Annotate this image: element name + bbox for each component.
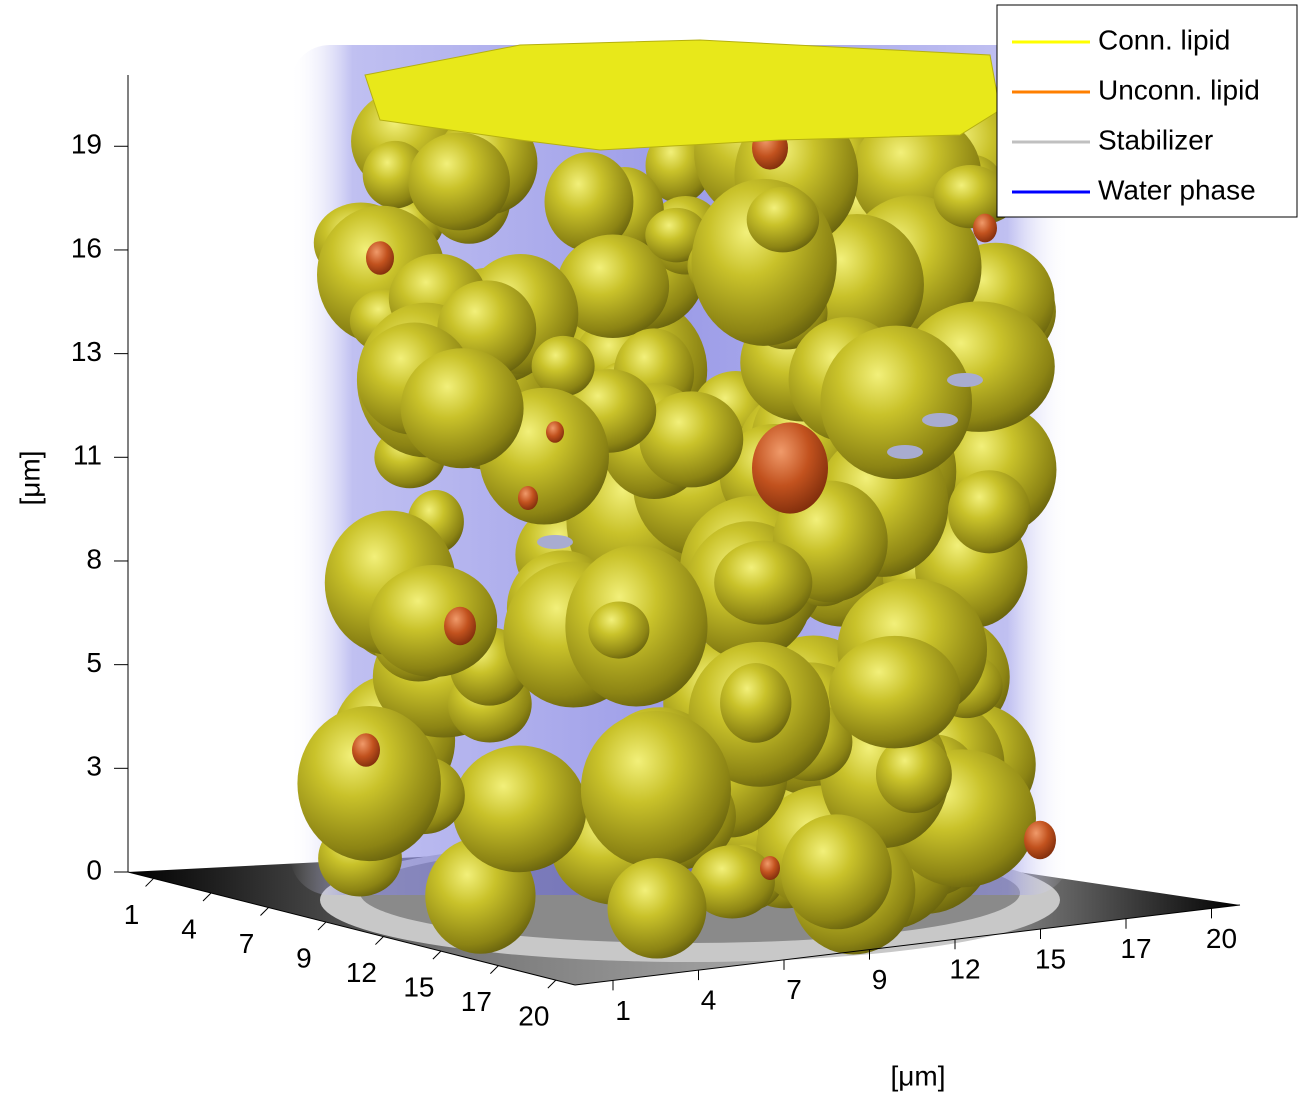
z-tick-label: 19 (71, 129, 102, 160)
z-tick-label: 8 (86, 543, 102, 574)
lipid-blob (297, 706, 440, 861)
unconn-blob (752, 422, 828, 513)
y-tick-label: 12 (346, 957, 377, 988)
stabilizer-blob (887, 445, 923, 459)
lipid-blob (408, 132, 510, 230)
y-tick-label: 7 (239, 928, 255, 959)
x-tick-label: 1 (615, 995, 631, 1026)
y-tick (260, 908, 268, 916)
y-tick (548, 980, 556, 988)
legend-label: Water phase (1098, 174, 1256, 205)
unconn-blob (444, 607, 476, 645)
z-tick-label: 16 (71, 232, 102, 263)
unconn-blob (546, 421, 564, 443)
x-tick-label: 15 (1035, 943, 1066, 974)
legend-label: Stabilizer (1098, 124, 1213, 155)
y-tick-label: 15 (403, 971, 434, 1002)
lipid-blob (588, 601, 649, 658)
stabilizer-blob (922, 413, 958, 427)
x-tick-label: 7 (786, 974, 802, 1005)
stabilizer-blob (947, 373, 983, 387)
lipid-blob (781, 814, 892, 929)
lipid-structure (297, 84, 1056, 959)
y-tick (146, 878, 154, 886)
lipid-blob (452, 746, 586, 873)
lipid-blob (829, 636, 961, 749)
z-tick-label: 11 (73, 440, 102, 471)
z-tick-label: 13 (71, 336, 102, 367)
z-axis-label: [μm] (14, 450, 45, 505)
y-tick (490, 966, 498, 974)
y-tick-label: 17 (461, 986, 492, 1017)
y-tick (433, 951, 441, 959)
lipid-blob (934, 165, 1007, 228)
z-tick-label: 0 (86, 854, 102, 885)
unconn-blob (1024, 821, 1056, 859)
lipid-blob (401, 348, 524, 468)
unconn-blob (352, 733, 380, 767)
figure: [μm] [μm] 0 3 5 8 11 13 16 19 1 4 7 9 12 15 17 20 1 4 7 9 12… (0, 0, 1301, 1100)
lipid-blob (607, 858, 706, 959)
lipid-blob (747, 187, 819, 253)
x-tick-label: 9 (872, 964, 888, 995)
y-tick (375, 937, 383, 945)
y-tick (318, 922, 326, 930)
x-axis-label: [μm] (890, 1060, 945, 1091)
unconn-blob (760, 856, 780, 880)
x-tick-label: 12 (949, 954, 980, 985)
stabilizer-blob (537, 535, 573, 549)
y-tick-label: 9 (296, 942, 312, 973)
legend-label: Conn. lipid (1098, 24, 1230, 55)
lipid-blob (714, 541, 812, 625)
y-tick-label: 1 (124, 899, 140, 930)
y-tick-label: 4 (181, 913, 197, 944)
unconn-blob (366, 241, 394, 275)
unconn-blob (518, 486, 538, 510)
lipid-blob (720, 663, 791, 743)
unconn-blob (973, 214, 997, 243)
x-tick-label: 4 (701, 985, 717, 1016)
lipid-blob (581, 711, 731, 868)
lipid-blob (948, 470, 1031, 553)
lipid-blob (532, 336, 595, 397)
z-tick-label: 5 (86, 647, 102, 678)
legend-label: Unconn. lipid (1098, 74, 1260, 105)
y-tick-label: 20 (518, 1001, 549, 1032)
y-tick (203, 893, 211, 901)
z-tick-label: 3 (86, 751, 102, 782)
lipid-blob (369, 565, 497, 677)
x-tick-label: 20 (1206, 923, 1237, 954)
x-tick-label: 17 (1120, 933, 1151, 964)
